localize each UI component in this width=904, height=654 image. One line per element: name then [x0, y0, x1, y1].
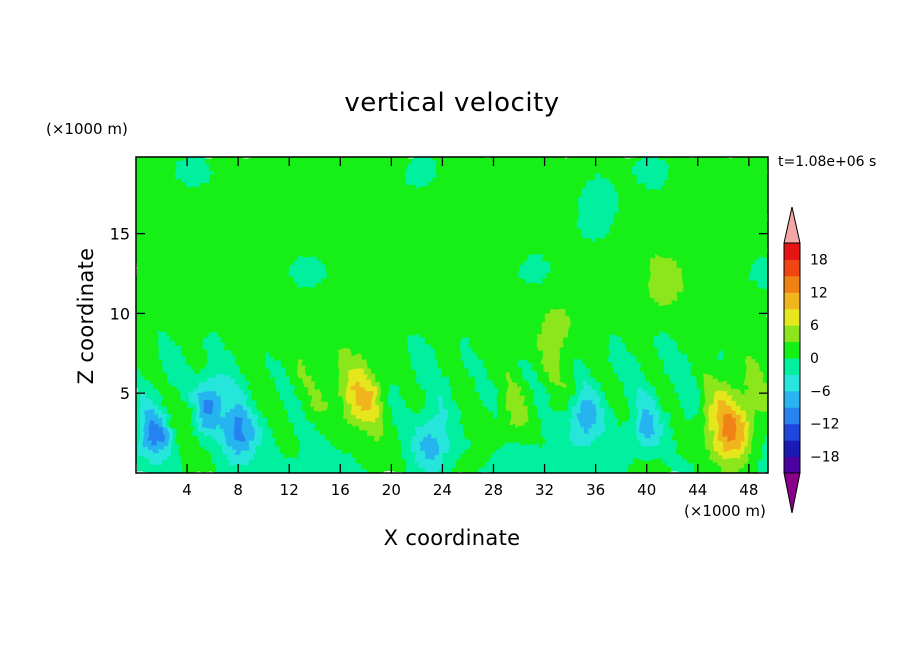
y-tick-label: 5	[120, 384, 130, 403]
y-axis-label: Z coordinate	[74, 247, 98, 385]
colorbar-band	[784, 243, 800, 260]
x-axis-label: X coordinate	[383, 526, 521, 550]
x-unit-label: (×1000 m)	[684, 502, 766, 520]
colorbar-band	[784, 456, 800, 474]
colorbar-tick-label: 12	[810, 285, 828, 301]
x-tick-label: 4	[182, 481, 192, 499]
colorbar-tick-label: 0	[810, 351, 819, 367]
x-tick-label: 48	[739, 481, 758, 499]
colorbar-max-arrow	[783, 206, 801, 244]
colorbar-band	[784, 292, 800, 310]
colorbar-band	[784, 374, 800, 392]
x-tick-label: 44	[688, 481, 707, 499]
x-tick-label: 24	[433, 481, 452, 499]
colorbar: 18 12 6 0 −6 −12 −18	[783, 206, 840, 514]
x-axis-ticks: 4 8 12 16 20 24 28 32 36 40 44 48	[182, 157, 758, 499]
y-tick-label: 15	[110, 225, 130, 244]
colorbar-band	[784, 308, 800, 326]
x-tick-label: 20	[382, 481, 401, 499]
chart-title: vertical velocity	[344, 88, 560, 118]
colorbar-band	[784, 423, 800, 441]
x-tick-label: 8	[233, 481, 243, 499]
colorbar-band	[784, 259, 800, 277]
y-axis-ticks: 5 10 15	[110, 225, 768, 403]
colorbar-band	[784, 440, 800, 458]
y-tick-label: 10	[110, 304, 130, 323]
colorbar-tick-label: −18	[810, 450, 840, 466]
colorbar-min-arrow	[783, 472, 801, 514]
x-tick-label: 12	[280, 481, 299, 499]
plot-frame	[135, 156, 769, 474]
colorbar-band	[784, 407, 800, 425]
colorbar-tick-label: 6	[810, 318, 819, 334]
time-label: t=1.08e+06 s	[778, 154, 877, 170]
velocity-field	[136, 157, 768, 473]
colorbar-band	[784, 325, 800, 343]
x-tick-label: 28	[484, 481, 503, 499]
colorbar-frame	[783, 242, 801, 474]
colorbar-tick-label: −12	[810, 417, 840, 433]
x-tick-label: 36	[586, 481, 605, 499]
x-tick-label: 40	[637, 481, 656, 499]
x-tick-label: 32	[535, 481, 554, 499]
colorbar-tick-label: 18	[810, 252, 828, 268]
colorbar-band	[784, 358, 800, 375]
x-tick-label: 16	[331, 481, 350, 499]
colorbar-band	[784, 341, 800, 359]
colorbar-band	[784, 390, 800, 408]
colorbar-band	[784, 275, 800, 293]
colorbar-tick-label: −6	[810, 384, 831, 400]
y-unit-label: (×1000 m)	[46, 120, 128, 138]
